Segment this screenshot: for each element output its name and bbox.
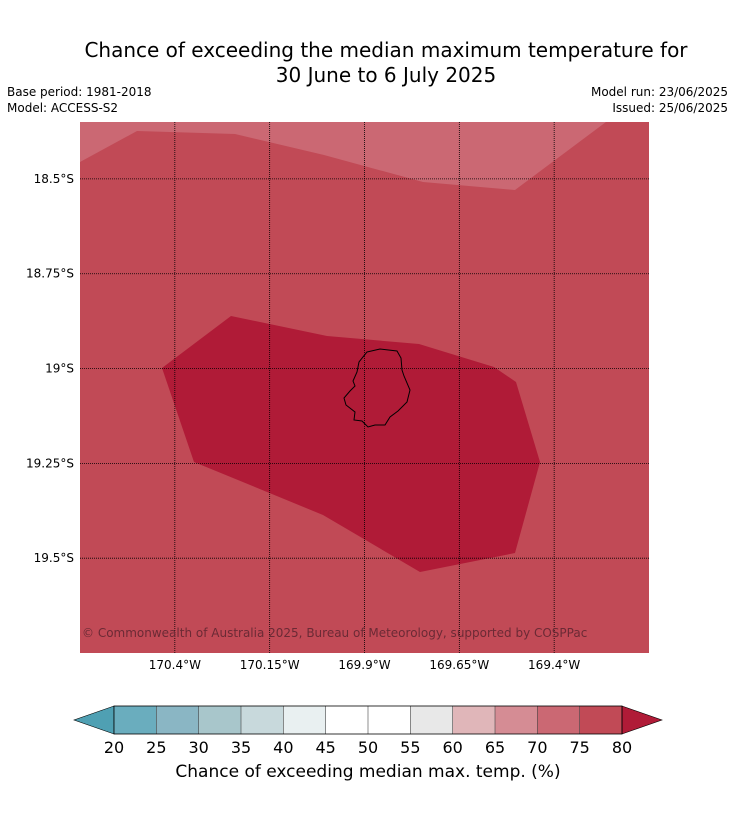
latitude-label: 19°S [45,362,74,376]
map-panel: © Commonwealth of Australia 2025, Bureau… [80,122,649,653]
colorbar-tick-label: 45 [315,738,336,757]
colorbar-segment [452,706,495,734]
colorbar-frame [113,705,623,735]
colorbar [73,705,663,735]
issued-date: Issued: 25/06/2025 [612,101,728,115]
colorbar-tick-label: 55 [400,738,421,757]
colorbar-segment [495,706,538,734]
colorbar-tick-label: 40 [273,738,294,757]
colorbar-segment [156,706,199,734]
longitude-label: 169.9°W [338,658,390,672]
latitude-label: 18.5°S [34,172,74,186]
colorbar-tick-label: 75 [569,738,590,757]
graticule [80,122,649,653]
colorbar-tick-label: 50 [357,738,379,757]
colorbar-tick-label: 60 [442,738,463,757]
copyright-text: © Commonwealth of Australia 2025, Bureau… [82,626,587,640]
colorbar-over-arrow [621,705,663,735]
colorbar-segment [579,706,622,734]
colorbar-segment [325,706,368,734]
longitude-label: 170.15°W [240,658,300,672]
colorbar-tick-label: 80 [611,738,633,757]
title-line-2: 30 June to 6 July 2025 [275,63,497,87]
colorbar-segment [114,706,157,734]
colorbar-under-arrow [73,705,115,735]
colorbar-segment [241,706,284,734]
colorbar-tick-label: 35 [230,738,252,757]
latitude-label: 18.75°S [26,267,74,281]
title-line-1: Chance of exceeding the median maximum t… [84,38,688,62]
meta-left: Base period: 1981-2018 Model: ACCESS-S2 [7,84,152,116]
latitude-label: 19.5°S [34,551,74,565]
colorbar-tick-label: 25 [146,738,167,757]
map-title: Chance of exceeding the median maximum t… [0,38,736,88]
model-name: Model: ACCESS-S2 [7,101,119,115]
colorbar-tick-label: 20 [103,738,125,757]
colorbar-segment [198,706,241,734]
longitude-label: 170.4°W [149,658,201,672]
longitude-labels: 170.4°W 170.15°W 169.9°W 169.65°W 169.4°W [149,658,581,672]
latitude-labels: 18.5°S 18.75°S 19°S 19.25°S 19.5°S [26,172,74,565]
latitude-label: 19.25°S [26,456,74,470]
colorbar-tick-label: 30 [188,738,209,757]
longitude-label: 169.4°W [528,658,580,672]
meta-right: Model run: 23/06/2025 Issued: 25/06/2025 [591,84,728,116]
niue-island-outline [343,348,411,428]
colorbar-segment [368,706,411,734]
colorbar-tick-label: 65 [484,738,506,757]
colorbar-segment [283,706,326,734]
colorbar-segment [410,706,453,734]
colorbar-title: Chance of exceeding median max. temp. (%… [175,762,561,782]
base-period: Base period: 1981-2018 [7,85,152,99]
model-run: Model run: 23/06/2025 [590,85,728,99]
colorbar-tick-label: 70 [527,738,548,757]
region-80-plus [162,316,540,572]
longitude-label: 169.65°W [429,658,489,672]
region-70-75 [80,122,606,190]
colorbar-segment [537,706,580,734]
